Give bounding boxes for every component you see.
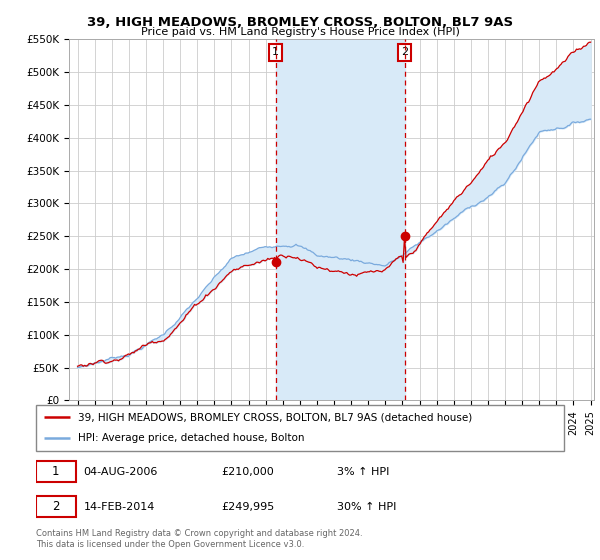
Text: 39, HIGH MEADOWS, BROMLEY CROSS, BOLTON, BL7 9AS: 39, HIGH MEADOWS, BROMLEY CROSS, BOLTON,… xyxy=(87,16,513,29)
Text: 30% ↑ HPI: 30% ↑ HPI xyxy=(337,502,397,512)
Text: HPI: Average price, detached house, Bolton: HPI: Average price, detached house, Bolt… xyxy=(78,433,305,444)
Text: 2: 2 xyxy=(52,500,59,514)
Text: Price paid vs. HM Land Registry's House Price Index (HPI): Price paid vs. HM Land Registry's House … xyxy=(140,27,460,37)
Text: 1: 1 xyxy=(52,465,59,478)
Text: 39, HIGH MEADOWS, BROMLEY CROSS, BOLTON, BL7 9AS (detached house): 39, HIGH MEADOWS, BROMLEY CROSS, BOLTON,… xyxy=(78,412,472,422)
FancyBboxPatch shape xyxy=(36,405,564,451)
FancyBboxPatch shape xyxy=(36,461,76,483)
Text: £210,000: £210,000 xyxy=(221,467,274,477)
Text: Contains HM Land Registry data © Crown copyright and database right 2024.
This d: Contains HM Land Registry data © Crown c… xyxy=(36,529,362,549)
Text: 14-FEB-2014: 14-FEB-2014 xyxy=(83,502,155,512)
Bar xyxy=(275,39,404,400)
Text: 2: 2 xyxy=(401,48,408,57)
FancyBboxPatch shape xyxy=(36,496,76,517)
Text: 04-AUG-2006: 04-AUG-2006 xyxy=(83,467,158,477)
Text: 3% ↑ HPI: 3% ↑ HPI xyxy=(337,467,389,477)
Text: 1: 1 xyxy=(272,48,279,57)
Text: £249,995: £249,995 xyxy=(221,502,274,512)
